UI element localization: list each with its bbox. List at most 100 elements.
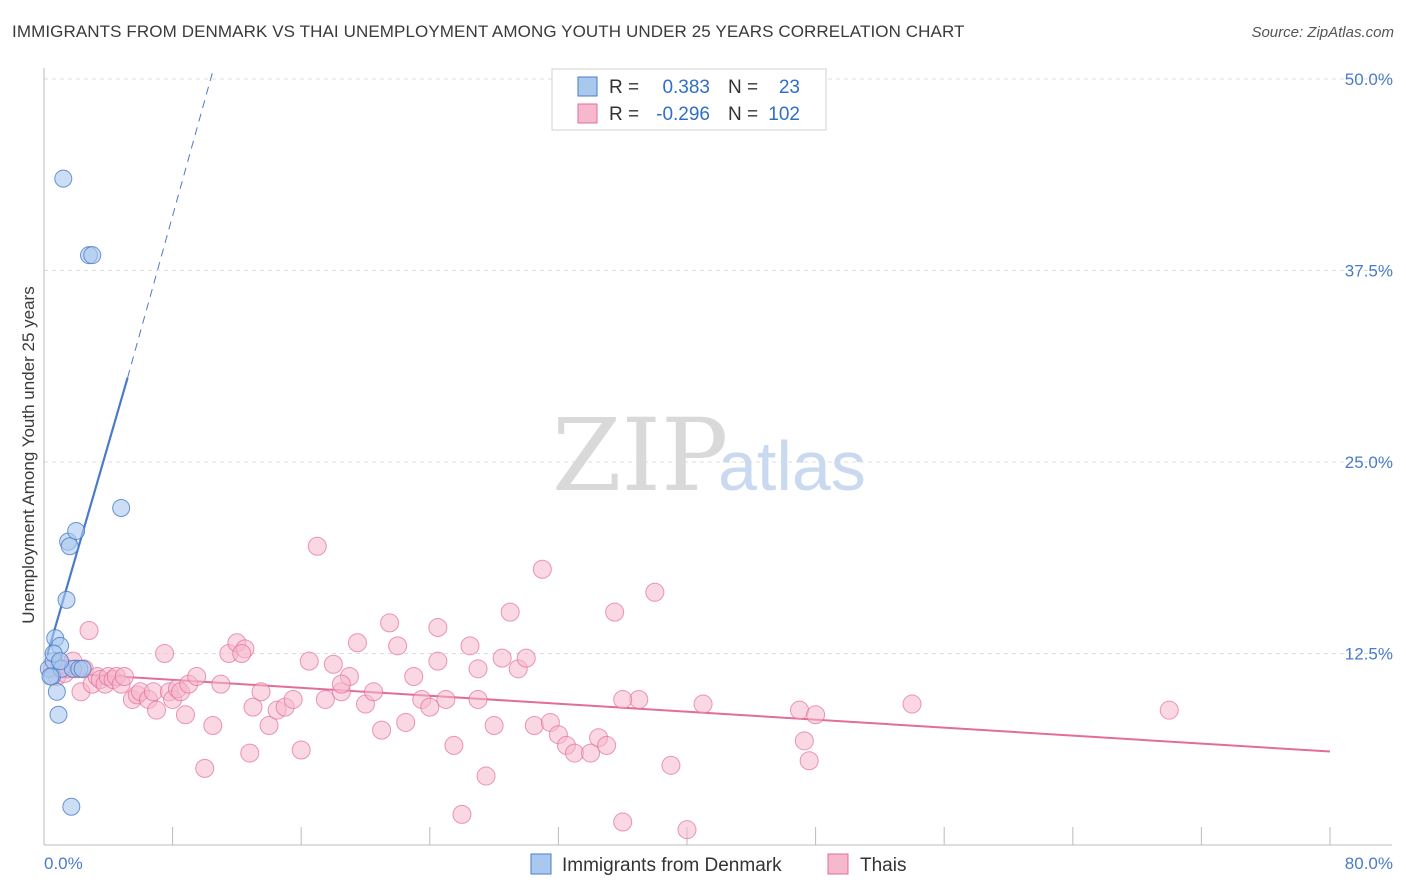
bottom-legend-denmark: Immigrants from Denmark (562, 855, 782, 876)
point-denmark-16 (73, 659, 92, 678)
point-thais-101 (240, 743, 260, 763)
trend-line-denmark-extension (127, 71, 214, 378)
point-thais-38 (243, 697, 263, 717)
point-thais-40 (259, 716, 279, 736)
point-thais-56 (388, 636, 408, 656)
legend-swatch-thais (577, 103, 598, 124)
point-thais-9 (79, 621, 99, 641)
point-thais-18 (114, 666, 134, 686)
legend-n-value-1: 23 (779, 77, 800, 98)
point-denmark-20 (41, 667, 60, 686)
point-denmark-12 (62, 797, 81, 816)
point-thais-39 (251, 682, 271, 702)
y-tick-label-1: 25.0% (1345, 453, 1393, 472)
watermark-zip: ZIP (552, 397, 728, 514)
point-thais-58 (404, 666, 424, 686)
point-thais-95 (175, 705, 195, 725)
point-thais-53 (364, 682, 384, 702)
point-denmark-4 (47, 682, 66, 701)
point-thais-57 (396, 712, 416, 732)
x-tick-label-1: 80.0% (1345, 854, 1393, 873)
point-thais-31 (187, 666, 207, 686)
legend-r-value-1: 0.383 (662, 77, 710, 98)
legend-n-label-2: N = (728, 104, 758, 125)
watermark-atlas: atlas (718, 427, 866, 505)
legend-n-label-1: N = (728, 77, 758, 98)
chart-title: IMMIGRANTS FROM DENMARK VS THAI UNEMPLOY… (12, 22, 965, 41)
point-thais-85 (645, 582, 665, 602)
point-denmark-5 (49, 705, 68, 724)
point-thais-54 (372, 720, 392, 740)
bottom-legend-swatch-thais (827, 853, 849, 875)
point-thais-25 (155, 644, 175, 663)
point-thais-66 (468, 689, 488, 709)
point-thais-68 (484, 716, 504, 736)
point-thais-55 (380, 613, 400, 633)
point-thais-84 (629, 689, 649, 709)
trend-line-thais (43, 670, 1331, 753)
grid-lines (44, 78, 1390, 654)
data-points (39, 169, 1179, 840)
point-thais-89 (790, 700, 810, 720)
point-denmark-19 (112, 498, 131, 517)
point-denmark-8 (54, 169, 73, 188)
point-thais-98 (428, 651, 448, 671)
point-thais-63 (444, 735, 464, 755)
point-denmark-9 (57, 590, 76, 609)
point-denmark-18 (83, 246, 102, 265)
point-thais-44 (291, 740, 311, 760)
point-thais-70 (500, 602, 520, 622)
correlation-legend: R = 0.383 N = 23 R = -0.296 N = 102 (551, 68, 827, 131)
point-thais-43 (283, 689, 303, 709)
point-thais-47 (315, 689, 335, 709)
point-thais-24 (147, 700, 167, 720)
point-thais-87 (677, 820, 697, 840)
y-tick-label-0: 12.5% (1345, 645, 1393, 664)
point-thais-78 (564, 743, 584, 763)
trend-line-denmark (46, 377, 129, 656)
point-thais-69 (492, 648, 512, 668)
point-thais-23 (143, 682, 163, 702)
point-thais-51 (347, 633, 367, 653)
point-denmark-11 (60, 537, 79, 556)
legend-r-value-2: -0.296 (656, 104, 710, 125)
point-thais-72 (516, 648, 536, 668)
point-thais-60 (420, 697, 440, 717)
legend-n-value-2: 102 (768, 104, 800, 125)
point-thais-94 (1159, 700, 1179, 720)
legend-r-label-2: R = (609, 104, 639, 125)
point-thais-46 (307, 536, 327, 556)
point-thais-82 (605, 602, 625, 622)
point-thais-93 (902, 694, 922, 714)
point-thais-100 (613, 689, 633, 709)
point-thais-83 (613, 812, 633, 832)
legend-r-label-1: R = (609, 77, 639, 98)
point-thais-99 (468, 659, 488, 679)
point-thais-45 (299, 651, 319, 671)
point-thais-64 (452, 804, 472, 824)
point-thais-79 (581, 743, 601, 763)
y-tick-label-2: 37.5% (1345, 262, 1393, 281)
point-thais-65 (460, 636, 480, 656)
point-thais-74 (532, 559, 552, 579)
y-axis-label: Unemployment Among Youth under 25 years (19, 286, 38, 623)
point-thais-97 (331, 674, 351, 694)
point-denmark-14 (67, 521, 86, 540)
point-thais-81 (597, 735, 617, 755)
x-tick-label-0: 0.0% (44, 854, 83, 873)
point-thais-33 (203, 716, 223, 736)
point-denmark-22 (51, 652, 70, 671)
point-thais-96 (232, 644, 252, 663)
point-thais-62 (436, 689, 456, 709)
point-thais-67 (476, 766, 496, 786)
series-legend: Immigrants from Denmark Thais (530, 853, 906, 876)
point-thais-32 (195, 758, 215, 778)
point-thais-91 (799, 751, 819, 771)
point-thais-88 (693, 694, 713, 714)
point-thais-86 (661, 755, 681, 775)
chart-source: Source: ZipAtlas.com (1251, 24, 1394, 41)
legend-swatch-denmark (577, 76, 598, 97)
bottom-legend-swatch-denmark (530, 853, 552, 875)
point-thais-48 (323, 654, 343, 674)
